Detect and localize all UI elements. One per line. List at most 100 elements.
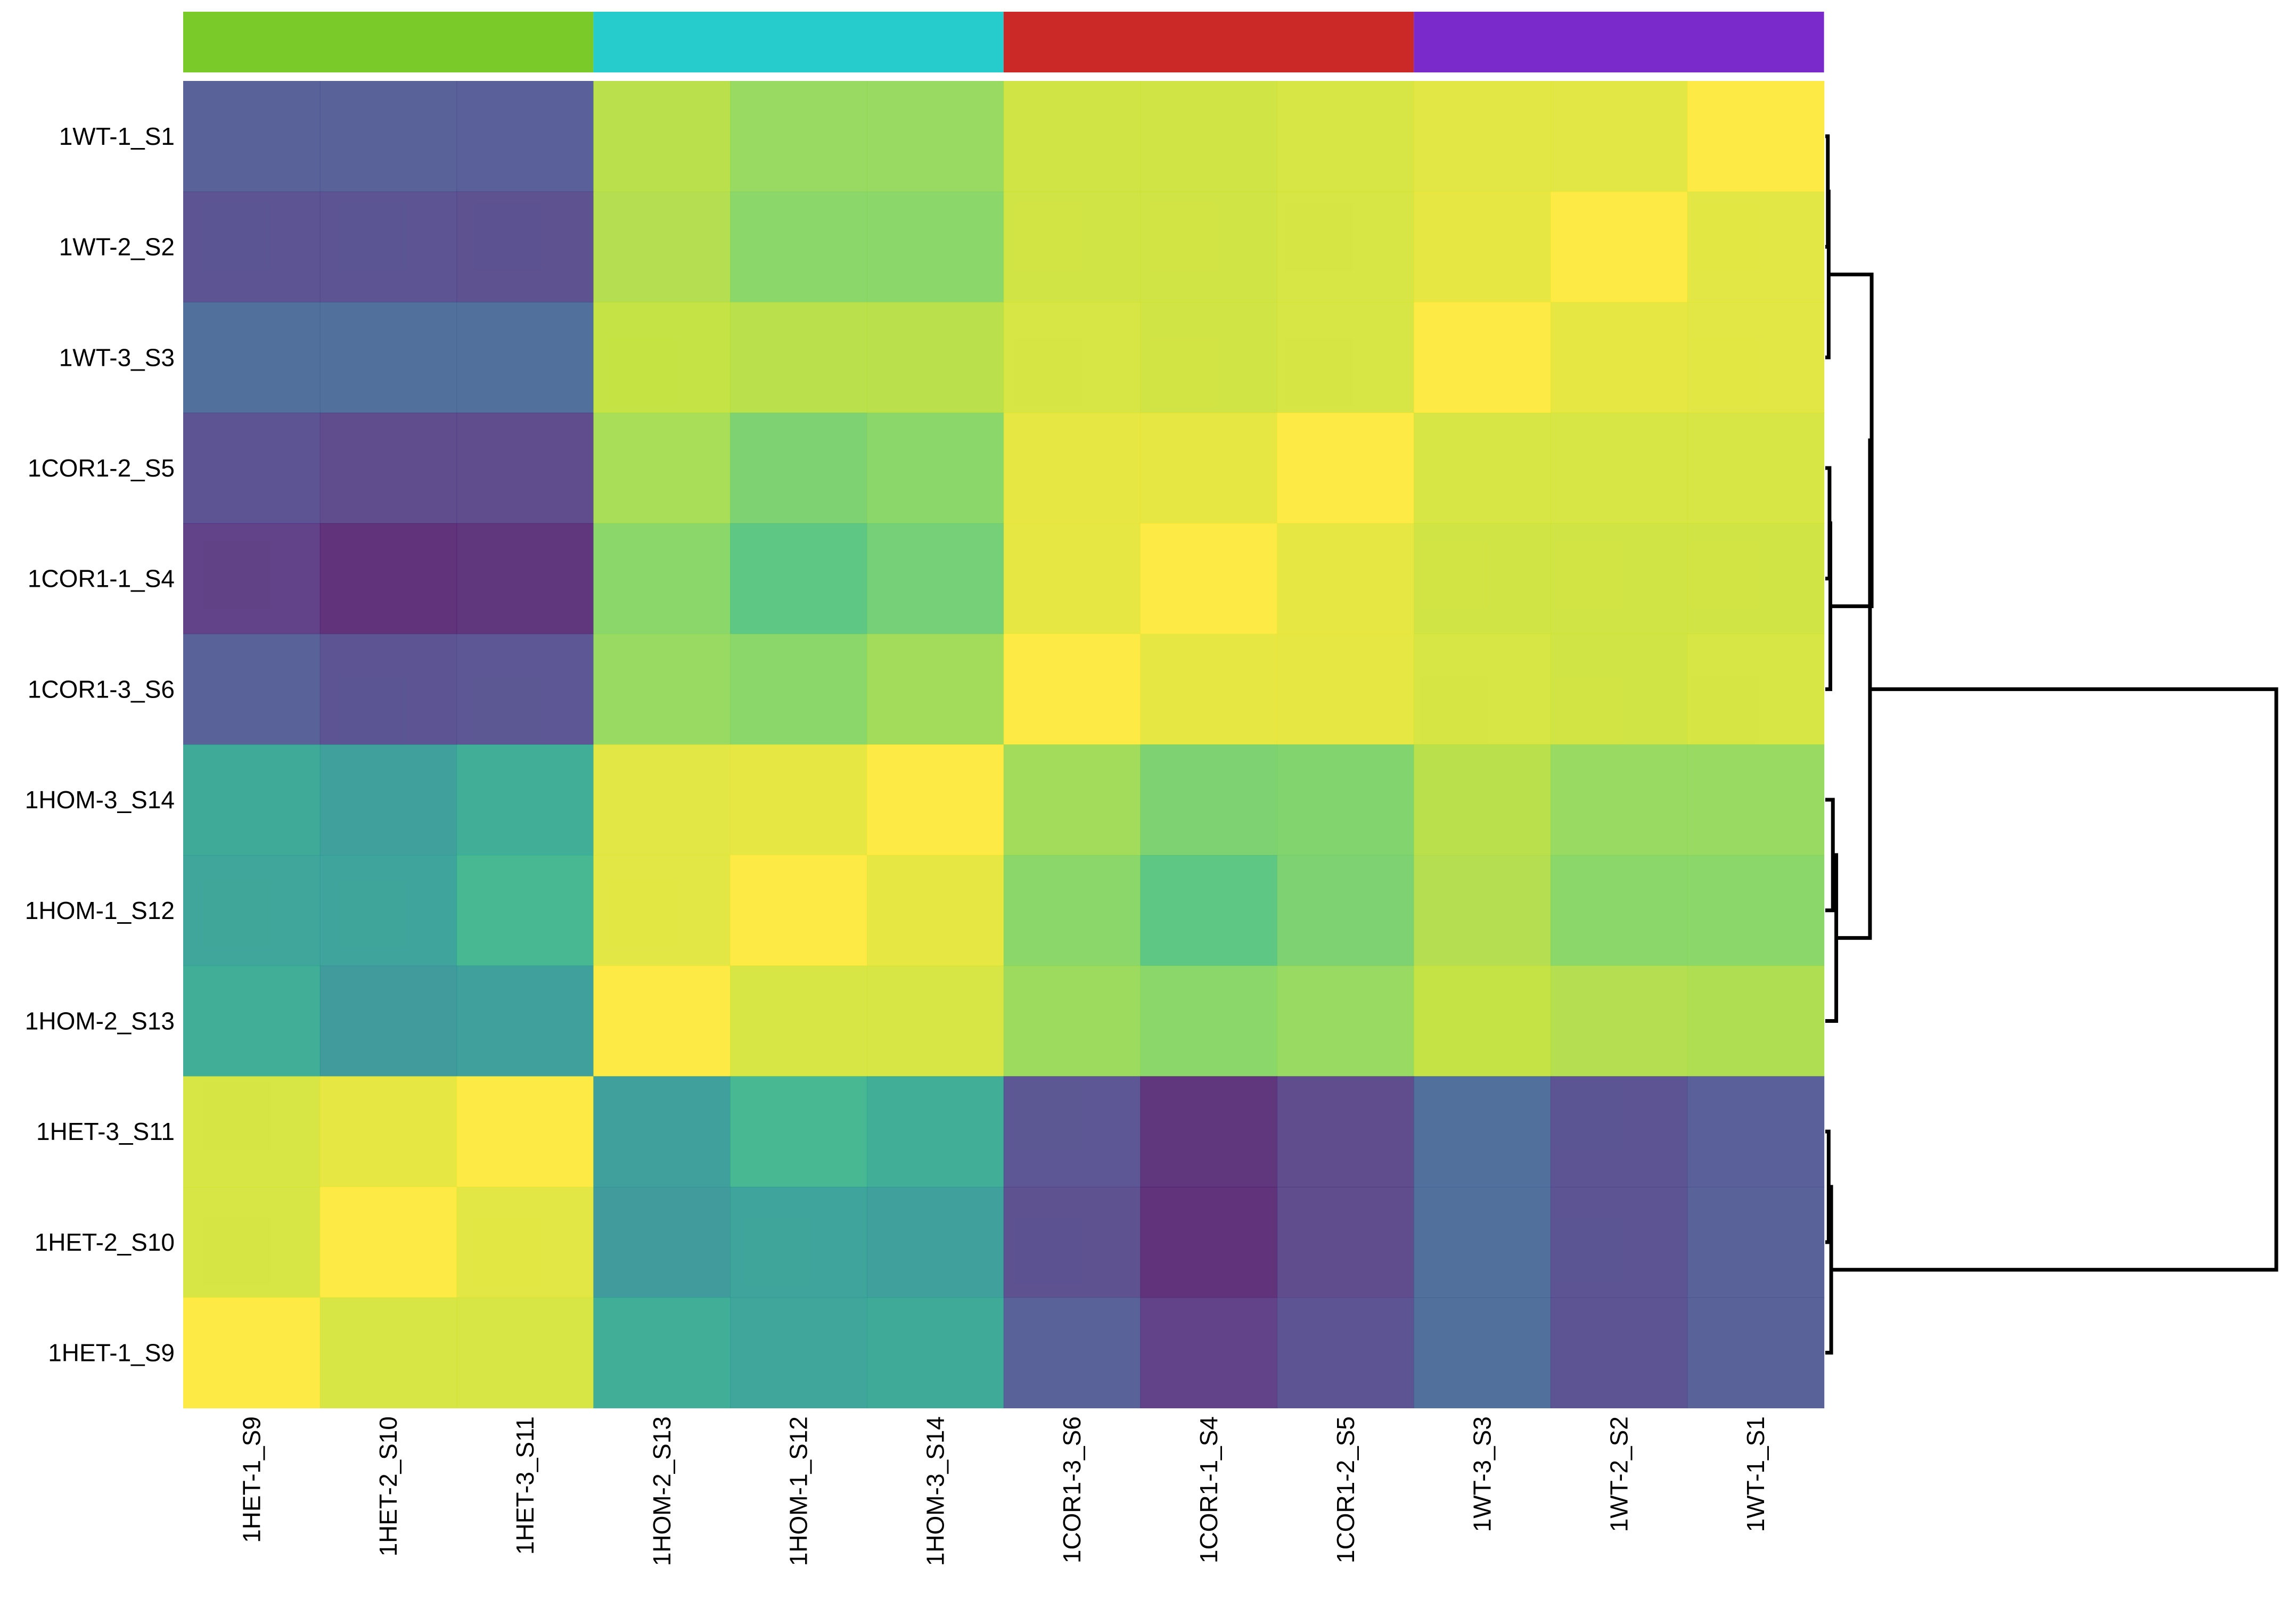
heatmap-cell: [1003, 634, 1141, 745]
heatmap-cell: [1551, 634, 1688, 745]
column-label: 1HET-1_S9: [237, 1416, 265, 1543]
heatmap-cell: [319, 744, 457, 856]
heatmap-cell: [730, 1297, 867, 1408]
heatmap-cell: [1277, 413, 1414, 524]
heatmap-cell: [456, 855, 594, 966]
heatmap-cell: [319, 855, 457, 966]
heatmap-cell: [593, 413, 731, 524]
heatmap-cell: [1003, 855, 1141, 966]
heatmap-cell: [1277, 634, 1414, 745]
dendrogram-link: [1825, 1129, 1831, 1244]
heatmap-cell: [593, 1187, 731, 1298]
heatmap-cell: [456, 1297, 594, 1408]
heatmap-cell: [1140, 523, 1277, 635]
heatmap-cell: [1687, 191, 1825, 302]
row-label: 1WT-3_S3: [59, 343, 175, 371]
heatmap-cell: [456, 191, 594, 302]
heatmap-cell: [1277, 1076, 1414, 1187]
heatmap-cell: [1003, 523, 1141, 635]
heatmap-cell: [1551, 855, 1688, 966]
row-label: 1COR1-3_S6: [28, 675, 175, 703]
heatmap-cell: [593, 744, 731, 856]
column-label: 1COR1-3_S6: [1058, 1416, 1086, 1563]
heatmap-cell: [593, 855, 731, 966]
heatmap-cell: [1414, 1076, 1551, 1187]
heatmap-cell: [1414, 523, 1551, 635]
heatmap-cell: [1140, 1297, 1277, 1408]
row-label: 1HOM-3_S14: [25, 786, 175, 814]
dendrogram-link: [1825, 1185, 1833, 1355]
row-label: 1WT-1_S1: [59, 122, 175, 150]
column-labels: 1HET-1_S9 1HET-2_S10 1HET-3_S11 1HOM-2_S13 1…: [237, 1416, 1769, 1566]
heatmap-cell: [456, 1076, 594, 1187]
heatmap-cell: [593, 523, 731, 635]
column-label: 1WT-1_S1: [1742, 1416, 1769, 1532]
row-label: 1HET-3_S11: [36, 1118, 175, 1145]
heatmap-cell: [183, 855, 321, 966]
heatmap-cell: [1551, 744, 1688, 856]
column-label: 1HOM-1_S12: [785, 1416, 813, 1566]
heatmap-cell: [1414, 81, 1551, 192]
heatmap-cell: [593, 81, 731, 192]
heatmap-cell: [1414, 744, 1551, 856]
heatmap-cell: [1277, 1187, 1414, 1298]
dendrogram-link: [1825, 853, 1839, 1023]
heatmap-cell: [867, 523, 1004, 635]
heatmap-cell: [1551, 191, 1688, 302]
heatmap-cell: [183, 81, 321, 192]
heatmap-cell: [1687, 855, 1825, 966]
heatmap-cell: [730, 965, 867, 1077]
heatmap-cell: [867, 965, 1004, 1077]
heatmap-cell: [1003, 1076, 1141, 1187]
heatmap-cell: [1003, 413, 1141, 524]
heatmap-cell: [1140, 634, 1277, 745]
heatmap-cell: [730, 81, 867, 192]
heatmap-cell: [1414, 1297, 1551, 1408]
heatmap-cell: [867, 191, 1004, 302]
dendrogram-link: [1831, 687, 2278, 1272]
column-label: 1COR1-1_S4: [1195, 1416, 1223, 1563]
heatmap-cell: [1140, 413, 1277, 524]
heatmap-cell: [1140, 302, 1277, 413]
heatmap-cell: [183, 744, 321, 856]
row-label: 1COR1-2_S5: [28, 454, 175, 482]
heatmap-cell: [1140, 81, 1277, 192]
heatmap-cell: [730, 523, 867, 635]
heatmap-cell: [1140, 1076, 1277, 1187]
heatmap-cell: [1003, 302, 1141, 413]
heatmap-cell: [593, 1076, 731, 1187]
heatmap-cell: [1277, 965, 1414, 1077]
heatmap-cell: [867, 744, 1004, 856]
heatmap-cell: [319, 523, 457, 635]
heatmap-cell: [1140, 744, 1277, 856]
heatmap-cell: [1414, 302, 1551, 413]
heatmap-cell: [1140, 965, 1277, 1077]
dendrogram-link: [1828, 272, 1874, 609]
heatmap-cell: [867, 81, 1004, 192]
dendrogram-link: [1825, 190, 1831, 359]
heatmap-cell: [1003, 744, 1141, 856]
column-label: 1WT-2_S2: [1605, 1416, 1633, 1532]
heatmap-cell: [1140, 191, 1277, 302]
row-label: 1HET-2_S10: [35, 1228, 175, 1256]
heatmap-cell: [1551, 302, 1688, 413]
heatmap-cell: [593, 634, 731, 745]
heatmap-cell: [1277, 81, 1414, 192]
row-label: 1COR1-1_S4: [28, 565, 175, 593]
heatmap-cell: [1140, 855, 1277, 966]
heatmap-cell: [730, 744, 867, 856]
heatmap-cells: [183, 81, 1825, 1408]
column-label: 1WT-3_S3: [1469, 1416, 1496, 1532]
heatmap-cell: [183, 523, 321, 635]
dendrogram-link: [1825, 798, 1835, 913]
heatmap-cell: [183, 191, 321, 302]
column-label: 1COR1-2_S5: [1332, 1416, 1359, 1563]
heatmap-cell: [456, 523, 594, 635]
heatmap-cell: [1687, 634, 1825, 745]
heatmap-cell: [1551, 1297, 1688, 1408]
heatmap-cell: [183, 1076, 321, 1187]
heatmap-cell: [319, 191, 457, 302]
heatmap-cell: [867, 855, 1004, 966]
